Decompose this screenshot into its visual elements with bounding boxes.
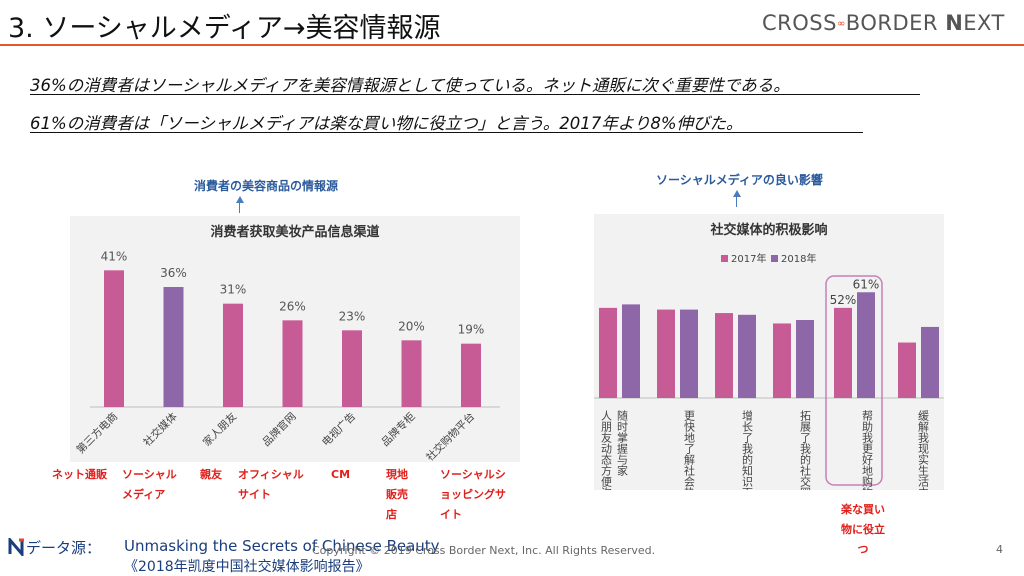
right-bar-g1-s1 xyxy=(680,309,698,398)
left-bar-3 xyxy=(282,320,303,407)
title-divider xyxy=(0,44,1024,46)
lead-underline-1 xyxy=(30,94,920,95)
right-bar-g0-s0 xyxy=(599,307,617,398)
left-jp-label-5: 現地販売店 xyxy=(386,468,408,521)
left-bar-2 xyxy=(223,303,243,407)
right-note-arrow-icon xyxy=(733,190,741,197)
right-note-arrow-shaft xyxy=(736,197,737,207)
brand-n-letter: N xyxy=(945,11,964,35)
n-logo-icon xyxy=(8,538,24,556)
left-category-label-4: 电视广告 xyxy=(319,410,358,449)
left-bar-5 xyxy=(401,340,422,407)
brand-text-cross: CROSS xyxy=(762,11,837,35)
right-bar-g5-s1 xyxy=(921,326,939,398)
right-bar-chart: 社交媒体的积极影响 2017年 2018年 52% 61% 人朋友动态方便沟通 随时掌… xyxy=(594,222,944,531)
left-jp-label-0: ネット通販 xyxy=(52,468,107,481)
left-value-label-4: 23% xyxy=(339,309,366,323)
left-category-label-3: 品牌官网 xyxy=(260,410,299,449)
source-title: Unmasking the Secrets of Chinese Beauty xyxy=(124,537,440,555)
right-category-label-2: 更快地了解社会热点 xyxy=(683,410,696,490)
highlight-box xyxy=(825,275,883,486)
left-note-arrow-shaft xyxy=(239,203,240,213)
right-chart-title: 社交媒体的积极影响 xyxy=(709,222,827,238)
brand-text-border: BORDER xyxy=(845,11,938,35)
left-jp-label-6: ソーシャルショッピングサイト xyxy=(440,468,506,521)
left-category-label-6: 社交购物平台 xyxy=(423,410,477,462)
legend-label-1: 2018年 xyxy=(781,252,816,265)
brand-dot-icon: ∞ xyxy=(836,18,846,30)
left-jp-label-3: オフィシャルサイト xyxy=(238,468,304,501)
lead-line-1: 36%の消費者はソーシャルメディアを美容情報源として使っている。ネット通販に次ぐ… xyxy=(30,76,790,95)
right-bar-g4-s1 xyxy=(857,292,875,398)
right-category-label-1: 随时掌握与家 xyxy=(616,409,629,476)
right-bar-g3-s0 xyxy=(773,323,791,398)
right-bar-g2-s1 xyxy=(738,314,756,398)
left-chart-note: 消費者の美容商品の情報源 xyxy=(194,179,339,193)
right-bar-g0-s1 xyxy=(622,304,640,398)
right-category-label-4: 拓展了我的社交圈 xyxy=(799,409,812,490)
left-bar-0 xyxy=(104,270,124,407)
right-chart-panel: 社交媒体的积极影响 2017年 2018年 52% 61% 人朋友动态方便沟通 随时掌… xyxy=(594,214,944,531)
right-bar-g2-s0 xyxy=(715,313,733,398)
right-category-label-3: 增长了我的知识面 xyxy=(741,409,754,490)
page-title: 3. ソーシャルメディア→美容情報源 xyxy=(8,13,441,44)
left-value-label-3: 26% xyxy=(279,299,306,313)
left-value-label-0: 41% xyxy=(101,249,128,263)
left-value-label-6: 19% xyxy=(458,323,485,337)
lead-underline-2 xyxy=(30,132,863,133)
source-prefix: データ源： xyxy=(26,539,102,557)
left-category-label-1: 社交媒体 xyxy=(141,410,180,449)
right-bar-g1-s0 xyxy=(657,309,675,398)
left-note-arrow-icon xyxy=(236,196,244,203)
brand-text-ext: EXT xyxy=(963,11,1005,35)
right-value-label-0: 52% xyxy=(830,293,857,307)
left-category-label-2: 家人朋友 xyxy=(200,410,239,449)
left-chart-title: 消费者获取美妆产品信息渠道 xyxy=(210,224,379,240)
left-bar-6 xyxy=(461,343,481,407)
lead-line-2: 61%の消費者は「ソーシャルメディアは楽な買い物に役立つ」と言う。2017年より… xyxy=(30,114,743,133)
right-bar-g3-s1 xyxy=(796,319,814,398)
left-bar-4 xyxy=(342,330,362,407)
left-jp-label-2: 親友 xyxy=(200,468,222,481)
copyright-text: Copyright © 2019 Cross Border Next, Inc.… xyxy=(312,544,656,557)
right-bar-g5-s0 xyxy=(898,342,916,398)
right-bar-g4-s0 xyxy=(834,307,852,398)
right-jp-label: 楽な買い物に役立つ xyxy=(841,503,885,556)
right-chart-note: ソーシャルメディアの良い影響 xyxy=(656,173,823,187)
left-jp-label-4: CM xyxy=(331,468,351,481)
left-jp-label-1: ソーシャルメディア xyxy=(122,468,177,501)
left-category-label-5: 品牌专柜 xyxy=(379,410,418,449)
left-value-label-2: 31% xyxy=(220,283,247,297)
left-bar-1 xyxy=(163,287,184,407)
left-value-label-1: 36% xyxy=(160,266,187,280)
right-category-label-0: 人朋友动态方便沟通 xyxy=(600,410,613,490)
brand-logo: CROSS∞BORDER NEXT xyxy=(762,11,1005,35)
left-bar-chart: 消费者获取美妆产品信息渠道 41% 第三方电商 36% 社交媒体 31% 家人朋友 26% 品… xyxy=(74,224,500,464)
legend-label-0: 2017年 xyxy=(731,252,766,265)
left-chart-panel: 消费者获取美妆产品信息渠道 41% 第三方电商 36% 社交媒体 31% 家人朋友 26% 品… xyxy=(70,216,520,464)
left-category-label-0: 第三方电商 xyxy=(74,410,120,456)
right-value-label-1: 61% xyxy=(853,277,880,291)
page-number: 4 xyxy=(996,543,1003,556)
source-subtitle: 《2018年凯度中国社交媒体影响报告》 xyxy=(124,559,370,575)
legend-swatch-1 xyxy=(771,255,778,262)
right-category-label-6: 缓解我现实生活中的压力 xyxy=(917,410,930,490)
right-category-label-5: 帮助我更好地购物 xyxy=(861,410,874,490)
legend-swatch-0 xyxy=(721,255,728,262)
left-value-label-5: 20% xyxy=(398,319,425,333)
